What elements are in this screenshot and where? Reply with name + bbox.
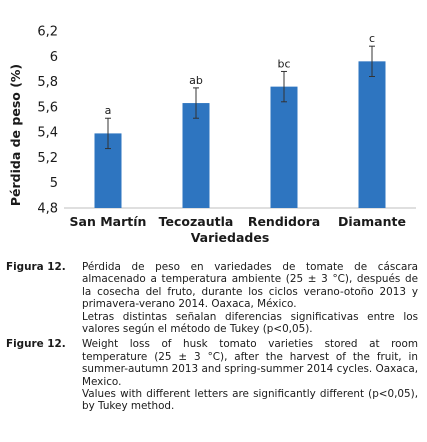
caption-en-label: Figure 12.: [6, 338, 66, 351]
category-label: San Martín: [70, 214, 147, 229]
error-bar: [369, 45, 375, 78]
caption-en-note: Values with different letters are signif…: [82, 388, 418, 413]
caption-es: Figura 12. Pérdida de peso en variedades…: [6, 261, 418, 335]
x-axis-label: Variedades: [191, 230, 270, 245]
y-axis-ticks: 4,8 5 5,2 5,4 5,6 5,8 6 6,2: [37, 25, 58, 217]
significance-letter: c: [369, 32, 375, 45]
caption-es-note: Letras distintas señalan diferencias sig…: [82, 310, 418, 336]
y-axis-label: Pérdida de peso (%): [8, 64, 23, 206]
significance-letter: bc: [277, 57, 290, 70]
y-tick-label: 6: [50, 50, 58, 65]
y-tick-label: 4,8: [37, 202, 58, 217]
bar: [358, 61, 386, 208]
y-tick-label: 5,2: [37, 151, 58, 166]
y-tick-label: 5,6: [37, 100, 58, 115]
bar-chart: 4,8 5 5,2 5,4 5,6 5,8 6 6,2 a ab bc c San Martín Te…: [8, 25, 416, 245]
bar: [182, 103, 210, 208]
category-label: Tecozautla: [159, 214, 234, 229]
y-tick-label: 6,2: [37, 25, 58, 40]
caption-en-text: Weight loss of husk tomato varieties sto…: [82, 338, 418, 388]
caption-es-label: Figura 12.: [6, 261, 66, 273]
significance-letter: a: [105, 104, 112, 117]
category-label: Diamante: [338, 214, 406, 229]
figure-caption: Figura 12. Pérdida de peso en variedades…: [6, 261, 418, 416]
bars-group: [94, 61, 386, 208]
caption-en: Figure 12. Weight loss of husk tomato va…: [6, 338, 418, 412]
error-bar: [105, 117, 111, 150]
error-bar: [193, 87, 199, 119]
error-bar: [281, 70, 287, 103]
caption-es-text: Pérdida de peso en variedades de tomate …: [82, 261, 418, 311]
y-tick-label: 5: [50, 176, 58, 191]
error-bars-group: [105, 45, 375, 150]
significance-letters-group: a ab bc c: [105, 32, 375, 117]
significance-letter: ab: [189, 74, 203, 87]
category-label: Rendidora: [248, 214, 320, 229]
bar: [270, 86, 298, 208]
y-tick-label: 5,8: [37, 75, 58, 90]
category-labels-group: San Martín Tecozautla Rendidora Diamante: [70, 214, 406, 229]
y-tick-label: 5,4: [37, 126, 58, 141]
